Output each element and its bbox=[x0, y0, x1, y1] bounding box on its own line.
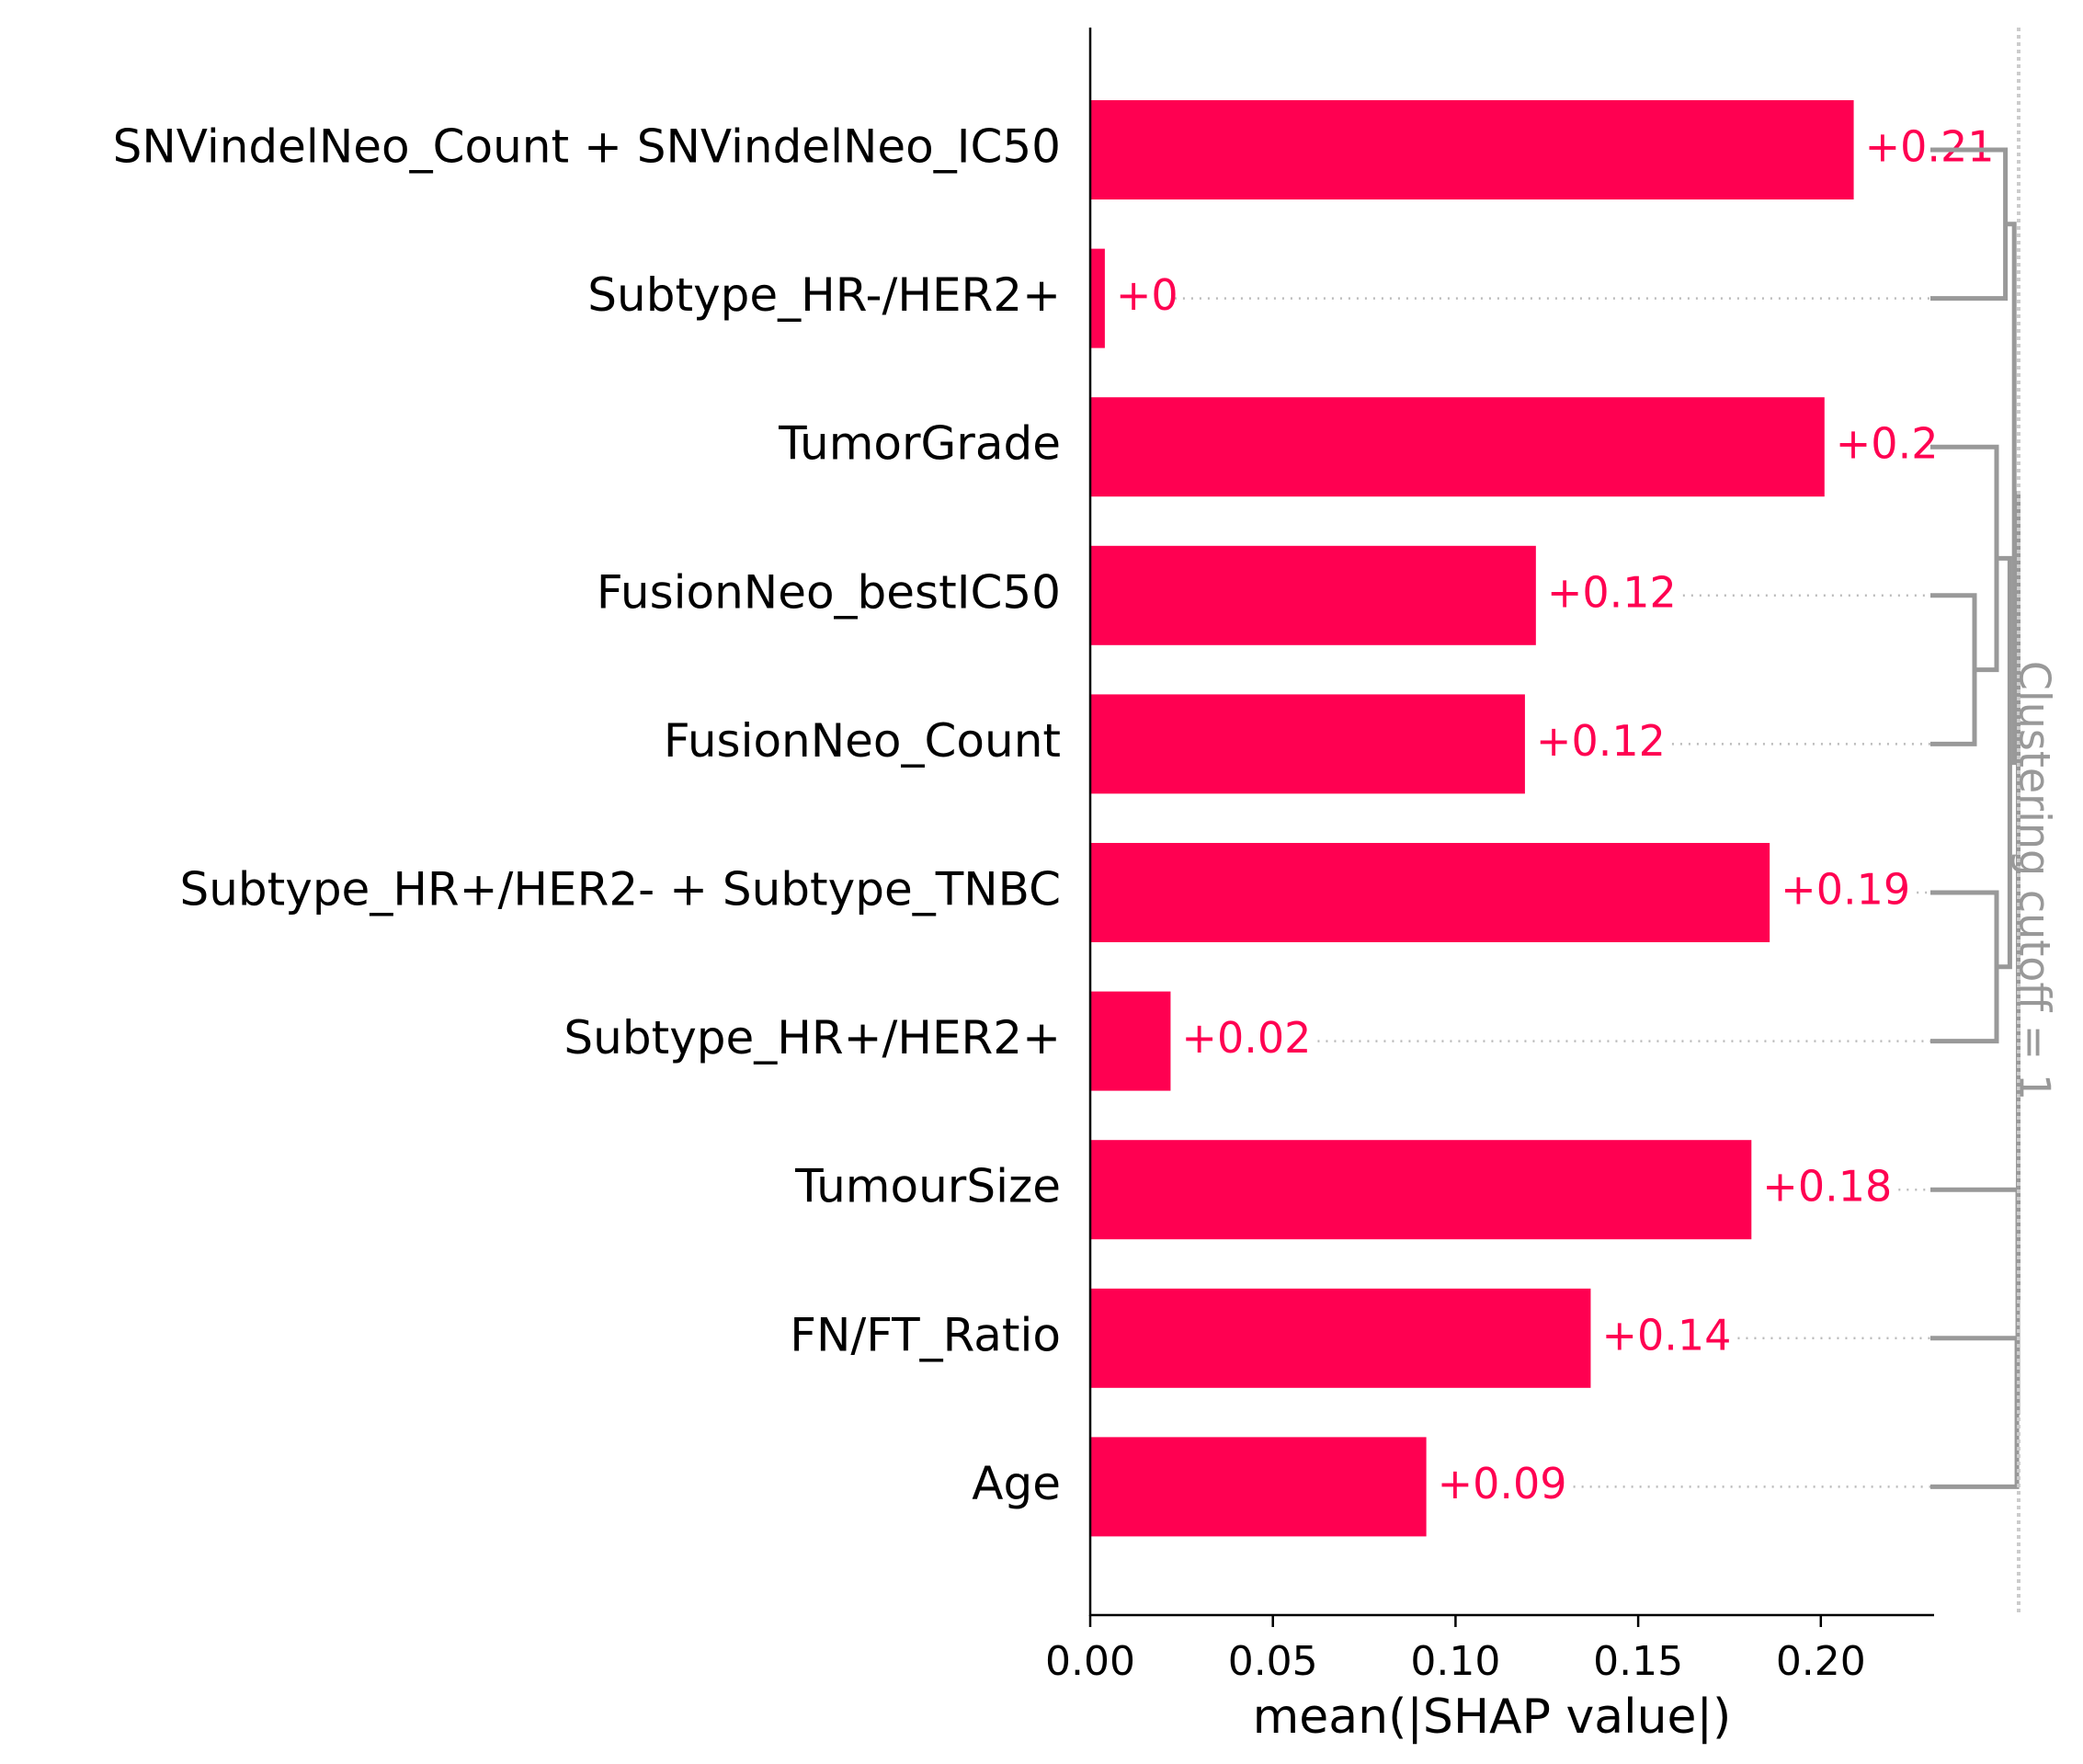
value-label: +0.19 bbox=[1781, 865, 1910, 915]
x-tick-label: 0.05 bbox=[1228, 1638, 1318, 1685]
value-label: +0 bbox=[1116, 270, 1178, 320]
value-label: +0.18 bbox=[1762, 1162, 1892, 1212]
x-tick-label: 0.10 bbox=[1410, 1638, 1500, 1685]
feature-label: Subtype_HR+/HER2- + Subtype_TNBC bbox=[179, 863, 1061, 916]
feature-label: Subtype_HR-/HER2+ bbox=[587, 268, 1061, 322]
bars-layer: SNVindelNeo_Count + SNVindelNeo_IC50 +0.2… bbox=[113, 100, 1995, 1537]
cutoff-label: Clustering cutoff = 1 bbox=[2010, 661, 2060, 1100]
feature-label: SNVindelNeo_Count + SNVindelNeo_IC50 bbox=[113, 120, 1061, 174]
value-label: +0.2 bbox=[1836, 419, 1939, 469]
bar bbox=[1090, 1140, 1752, 1240]
guides-layer bbox=[1174, 148, 2001, 1488]
feature-label: Subtype_HR+/HER2+ bbox=[563, 1011, 1061, 1064]
dendrogram-link bbox=[1930, 147, 2009, 302]
dendrogram-link bbox=[1930, 444, 1999, 673]
dendrogram bbox=[1930, 147, 2021, 1489]
value-label: +0.21 bbox=[1865, 122, 1995, 172]
bar bbox=[1090, 694, 1525, 794]
bar bbox=[1090, 843, 1770, 942]
x-ticks: 0.00 0.05 0.10 0.15 0.20 bbox=[1045, 1615, 1866, 1685]
bar bbox=[1090, 100, 1854, 199]
feature-label: FusionNeo_bestIC50 bbox=[597, 565, 1061, 619]
dendrogram-link bbox=[1930, 593, 1977, 746]
feature-label: TumorGrade bbox=[778, 417, 1061, 471]
value-label: +0.09 bbox=[1438, 1459, 1567, 1508]
feature-label: FusionNeo_Count bbox=[664, 714, 1061, 768]
feature-label: Age bbox=[972, 1457, 1061, 1510]
bar bbox=[1090, 248, 1105, 348]
dendrogram-link bbox=[1930, 1187, 2020, 1416]
value-label: +0.12 bbox=[1536, 716, 1666, 766]
bar bbox=[1090, 545, 1536, 645]
value-label: +0.12 bbox=[1547, 567, 1677, 617]
value-label: +0.14 bbox=[1601, 1310, 1731, 1360]
bar bbox=[1090, 397, 1825, 497]
bar bbox=[1090, 1437, 1427, 1537]
dendrogram-link bbox=[1930, 890, 1999, 1044]
axes-layer bbox=[1088, 28, 1934, 1617]
bar bbox=[1090, 1288, 1591, 1388]
x-tick-label: 0.15 bbox=[1593, 1638, 1683, 1685]
x-tick-label: 0.20 bbox=[1776, 1638, 1866, 1685]
feature-label: TumourSize bbox=[794, 1160, 1061, 1213]
value-label: +0.02 bbox=[1181, 1013, 1311, 1063]
x-tick-label: 0.00 bbox=[1045, 1638, 1135, 1685]
dendrogram-link bbox=[1930, 1336, 2020, 1489]
x-axis-title: mean(|SHAP value|) bbox=[1253, 1690, 1732, 1745]
feature-label: FN/FT_Ratio bbox=[790, 1308, 1061, 1361]
bar bbox=[1090, 991, 1171, 1091]
